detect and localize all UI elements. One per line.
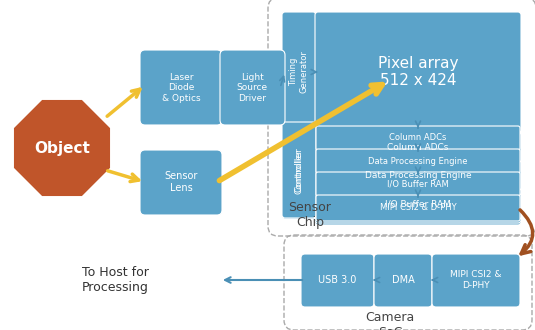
FancyBboxPatch shape (301, 254, 374, 307)
FancyBboxPatch shape (140, 150, 222, 215)
FancyBboxPatch shape (282, 125, 316, 219)
FancyBboxPatch shape (140, 50, 222, 125)
FancyBboxPatch shape (282, 122, 316, 218)
FancyBboxPatch shape (314, 159, 522, 193)
FancyBboxPatch shape (316, 126, 520, 150)
Text: Object: Object (34, 141, 90, 155)
FancyBboxPatch shape (315, 160, 521, 192)
FancyBboxPatch shape (315, 188, 521, 220)
Text: DMA: DMA (392, 275, 415, 285)
Text: Controller: Controller (294, 148, 303, 192)
Text: MIPI CSI2 & D-PHY: MIPI CSI2 & D-PHY (380, 204, 456, 213)
FancyBboxPatch shape (314, 131, 522, 165)
Text: I/O Buffer RAM: I/O Buffer RAM (387, 180, 449, 188)
FancyBboxPatch shape (315, 217, 521, 223)
Text: Laser
Diode
& Optics: Laser Diode & Optics (162, 73, 200, 103)
FancyBboxPatch shape (314, 187, 522, 221)
Text: Controller: Controller (294, 149, 303, 194)
FancyBboxPatch shape (315, 132, 521, 164)
FancyBboxPatch shape (315, 12, 521, 133)
Polygon shape (14, 100, 110, 196)
Text: Sensor
Chip: Sensor Chip (288, 201, 332, 229)
FancyBboxPatch shape (316, 172, 520, 196)
Text: Pixel array
512 x 424: Pixel array 512 x 424 (378, 56, 458, 88)
FancyBboxPatch shape (316, 195, 520, 221)
Text: Column ADCs: Column ADCs (389, 134, 447, 143)
Text: Timing
Generator: Timing Generator (289, 50, 309, 93)
FancyBboxPatch shape (316, 149, 520, 173)
Text: Column ADCs: Column ADCs (387, 144, 449, 152)
Text: Camera
SoC: Camera SoC (365, 311, 415, 330)
FancyBboxPatch shape (220, 50, 285, 125)
Text: To Host for
Processing: To Host for Processing (81, 266, 148, 294)
Text: I/O Buffer RAM: I/O Buffer RAM (385, 200, 451, 209)
Text: Data Processing Engine: Data Processing Engine (365, 172, 471, 181)
FancyBboxPatch shape (315, 193, 521, 225)
Text: Data Processing Engine: Data Processing Engine (368, 156, 468, 166)
Text: Sensor
Lens: Sensor Lens (164, 171, 198, 193)
Text: Light
Source
Driver: Light Source Driver (236, 73, 268, 103)
FancyBboxPatch shape (282, 12, 316, 133)
Text: USB 3.0: USB 3.0 (318, 275, 356, 285)
FancyBboxPatch shape (314, 192, 522, 226)
FancyBboxPatch shape (432, 254, 520, 307)
FancyBboxPatch shape (374, 254, 432, 307)
FancyArrowPatch shape (520, 210, 533, 254)
Text: MIPI CSI2 &
D-PHY: MIPI CSI2 & D-PHY (450, 270, 502, 290)
